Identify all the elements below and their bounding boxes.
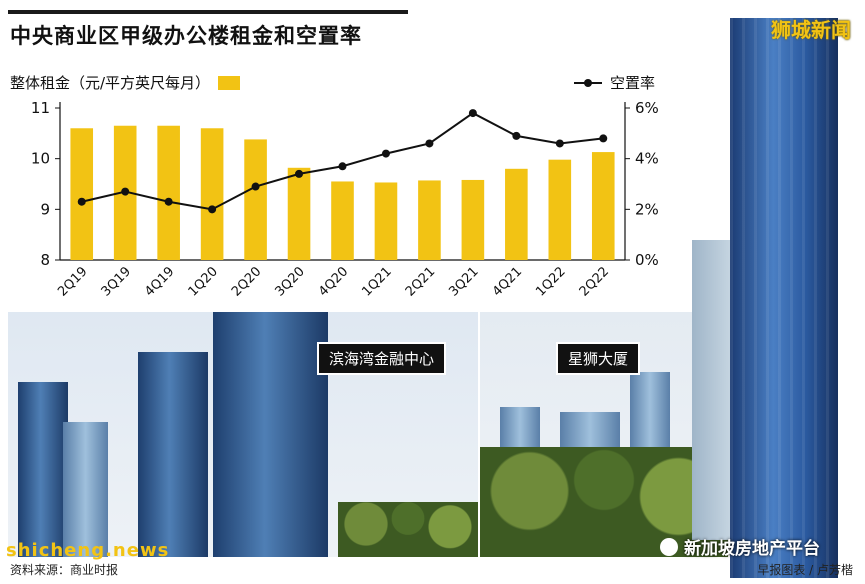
wechat-icon bbox=[660, 537, 678, 556]
y-left-tick-label: 9 bbox=[40, 200, 50, 218]
bar bbox=[200, 128, 224, 260]
legend-line-label: 空置率 bbox=[610, 74, 656, 92]
legend-bar-label: 整体租金（元/平方英尺每月） bbox=[10, 74, 211, 92]
bar bbox=[287, 167, 311, 260]
source-note: 资料来源：商业时报 bbox=[10, 563, 119, 577]
chart-title: 中央商业区甲级办公楼租金和空置率 bbox=[10, 24, 362, 48]
y-left-tick-label: 8 bbox=[40, 251, 50, 269]
vacancy-point bbox=[425, 139, 434, 148]
x-tick-label: 2Q19 bbox=[55, 264, 90, 299]
bar bbox=[331, 181, 354, 260]
building-frasers bbox=[730, 18, 838, 578]
y-right-tick-label: 6% bbox=[635, 99, 659, 117]
y-left-tick-label: 11 bbox=[31, 99, 50, 117]
vacancy-point bbox=[468, 109, 477, 118]
watermark-bottom-right: 新加坡房地产平台 bbox=[660, 534, 820, 559]
vacancy-point bbox=[251, 182, 260, 191]
bar bbox=[505, 168, 528, 260]
y-right-tick-label: 2% bbox=[635, 200, 659, 218]
x-tick-label: 2Q20 bbox=[229, 264, 264, 299]
vacancy-point bbox=[121, 187, 130, 196]
x-tick-label: 2Q22 bbox=[577, 264, 612, 299]
credit-note: 早报图表 / 卢芳楷 bbox=[757, 563, 853, 577]
x-tick-label: 1Q21 bbox=[359, 264, 394, 299]
chart-svg: 8 9 10 11 0% 2% 4% 6% 2Q19 3Q19 4Q19 1Q20 2Q20 3Q20 4Q… bbox=[31, 99, 659, 300]
y-right-tick-label: 0% bbox=[635, 251, 659, 269]
bar bbox=[374, 182, 398, 260]
x-tick-label: 3Q19 bbox=[99, 264, 134, 299]
x-tick-label: 4Q20 bbox=[316, 264, 351, 299]
building-1 bbox=[18, 382, 68, 557]
vacancy-point bbox=[381, 149, 390, 158]
x-tick-label: 1Q20 bbox=[186, 264, 221, 299]
building-bg-3 bbox=[630, 372, 670, 452]
legend-line-marker bbox=[574, 78, 602, 87]
x-tick-label: 1Q22 bbox=[533, 264, 568, 299]
vacancy-point bbox=[338, 162, 347, 171]
building-mbfc bbox=[213, 312, 328, 557]
bar bbox=[70, 128, 94, 260]
watermark-bottom-left: shicheng.news bbox=[6, 540, 170, 561]
building-3 bbox=[138, 352, 208, 557]
legend-bar: 整体租金（元/平方英尺每月） bbox=[10, 72, 241, 93]
watermark-bottom-right-text: 新加坡房地产平台 bbox=[684, 539, 820, 559]
label-marina-bay: 滨海湾金融中心 bbox=[317, 342, 447, 375]
bar bbox=[591, 152, 615, 260]
bar bbox=[461, 179, 485, 260]
bar bbox=[548, 159, 572, 260]
vacancy-point bbox=[555, 139, 564, 148]
vacancy-point bbox=[599, 134, 608, 143]
legend-line: 空置率 bbox=[574, 72, 655, 93]
vacancy-point bbox=[164, 197, 173, 206]
vacancy-point bbox=[208, 205, 217, 214]
bar bbox=[244, 139, 267, 260]
x-tick-label: 4Q19 bbox=[142, 264, 177, 299]
bar bbox=[157, 125, 180, 260]
legend-bar-swatch bbox=[218, 75, 241, 90]
watermark-top-front: 狮城新闻 bbox=[771, 18, 851, 42]
bar bbox=[418, 180, 441, 260]
photo-frasers-tower bbox=[480, 312, 728, 557]
x-tick-label: 3Q21 bbox=[446, 264, 481, 299]
building-2 bbox=[63, 422, 108, 557]
x-tick-label: 4Q21 bbox=[490, 264, 525, 299]
vacancy-point bbox=[295, 169, 304, 178]
building-bg-1 bbox=[500, 407, 540, 447]
y-left-tick-label: 10 bbox=[31, 150, 50, 168]
title-rule bbox=[8, 10, 408, 14]
trees-left bbox=[338, 502, 478, 557]
building-side bbox=[692, 240, 732, 540]
vacancy-point bbox=[77, 197, 86, 206]
label-frasers-tower: 星狮大厦 bbox=[556, 342, 641, 375]
vacancy-point bbox=[512, 131, 521, 140]
building-bg-2 bbox=[560, 412, 620, 452]
y-right-tick-label: 4% bbox=[635, 150, 659, 168]
x-tick-label: 2Q21 bbox=[403, 264, 438, 299]
trees-right bbox=[480, 447, 728, 557]
x-tick-label: 3Q20 bbox=[272, 264, 307, 299]
